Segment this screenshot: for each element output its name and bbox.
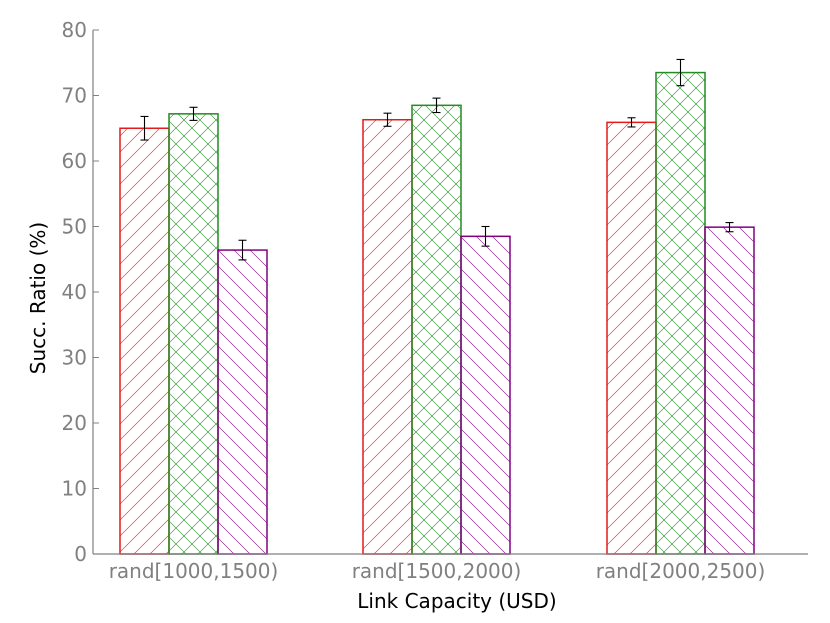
x-ticks: rand[1000,1500) rand[1500,2000) rand[2000,… bbox=[109, 559, 766, 583]
bar bbox=[460, 235, 511, 555]
x-tick-label: rand[1500,2000) bbox=[352, 559, 522, 583]
error-bar bbox=[725, 222, 734, 233]
error-bar bbox=[383, 112, 392, 127]
y-ticks: 0 10 20 30 40 50 60 70 80 bbox=[62, 18, 99, 566]
x-axis-title: Link Capacity (USD) bbox=[357, 589, 556, 613]
y-tick-label: 30 bbox=[62, 346, 87, 370]
y-tick-label: 0 bbox=[74, 542, 87, 566]
x-tick-label: rand[1000,1500) bbox=[109, 559, 279, 583]
y-tick-label: 50 bbox=[62, 215, 87, 239]
bars-layer bbox=[119, 71, 755, 555]
y-tick-label: 40 bbox=[62, 280, 87, 304]
y-tick-label: 80 bbox=[62, 18, 87, 42]
y-tick-label: 20 bbox=[62, 411, 87, 435]
error-bar bbox=[481, 225, 490, 247]
y-tick-label: 10 bbox=[62, 477, 87, 501]
error-bars-layer bbox=[140, 58, 734, 261]
bar bbox=[217, 249, 268, 555]
bar bbox=[655, 71, 706, 555]
bar bbox=[606, 121, 657, 555]
error-bar bbox=[140, 115, 149, 141]
bar bbox=[704, 226, 755, 555]
y-tick-label: 70 bbox=[62, 84, 87, 108]
error-bar bbox=[676, 58, 685, 87]
y-axis-title: Succ. Ratio (%) bbox=[26, 222, 50, 374]
error-bar bbox=[627, 117, 636, 128]
bar bbox=[411, 104, 462, 555]
error-bar bbox=[238, 239, 247, 261]
error-bar bbox=[432, 97, 441, 114]
bar bbox=[362, 118, 413, 555]
error-bar bbox=[189, 106, 198, 121]
x-tick-label: rand[2000,2500) bbox=[596, 559, 766, 583]
bar bbox=[119, 127, 170, 555]
bar bbox=[168, 113, 219, 555]
y-tick-label: 60 bbox=[62, 149, 87, 173]
